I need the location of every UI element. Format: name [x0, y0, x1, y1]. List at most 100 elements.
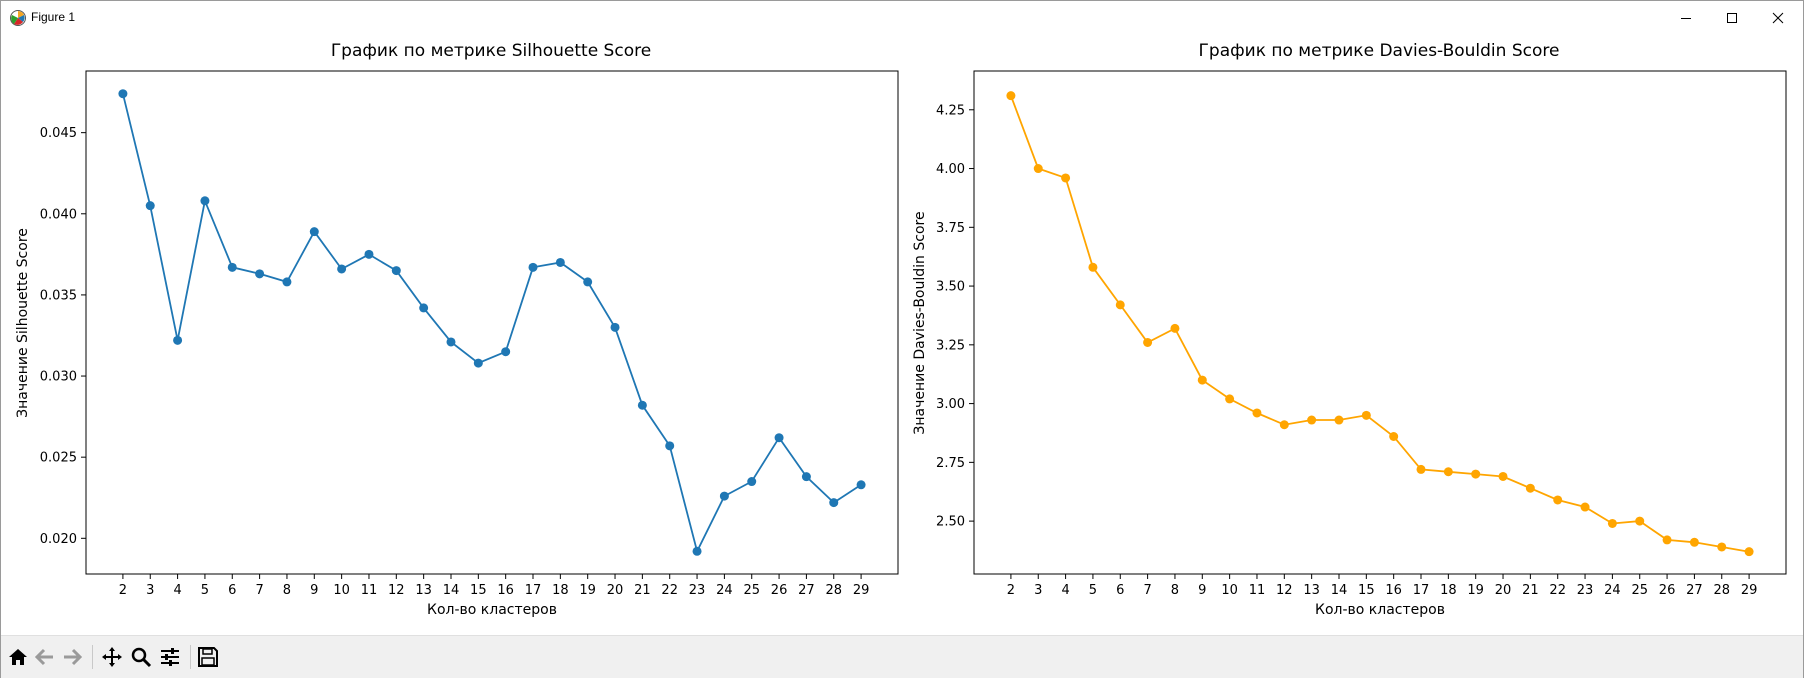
- x-tick-label: 3: [146, 583, 154, 598]
- series-group: [1006, 91, 1754, 557]
- data-point: [282, 277, 292, 287]
- y-tick-label: 0.025: [40, 451, 77, 466]
- x-tick-label: 29: [853, 583, 870, 598]
- data-point: [309, 227, 319, 237]
- x-tick-label: 2: [119, 583, 127, 598]
- configure-subplots-button[interactable]: [157, 644, 183, 670]
- data-point: [1170, 323, 1180, 333]
- x-tick-label: 5: [201, 583, 209, 598]
- zoom-button[interactable]: [128, 644, 154, 670]
- pan-icon: [102, 647, 122, 667]
- home-button[interactable]: [5, 644, 31, 670]
- y-tick-label: 3.50: [936, 280, 965, 295]
- data-point: [1662, 535, 1672, 545]
- data-point: [1717, 542, 1727, 552]
- save-button[interactable]: [195, 644, 221, 670]
- y-axis-label: Значение Silhouette Score: [15, 228, 31, 418]
- forward-arrow-icon: [64, 648, 83, 666]
- x-tick-label: 19: [579, 583, 596, 598]
- data-point: [1006, 91, 1016, 101]
- series-group: [118, 89, 866, 556]
- x-tick-label: 26: [1659, 583, 1676, 598]
- data-point: [665, 441, 675, 451]
- toolbar-separator: [190, 645, 191, 669]
- data-point: [173, 335, 183, 345]
- data-point: [1416, 464, 1426, 474]
- y-tick-label: 2.50: [936, 515, 965, 530]
- zoom-icon: [131, 647, 152, 668]
- data-point: [227, 262, 237, 272]
- x-tick-label: 15: [1358, 583, 1375, 598]
- y-axis: 2.50 2.75 3.00 3.25 3.50 3.75 4.00 4.25: [936, 103, 974, 530]
- x-tick-label: 24: [1604, 583, 1621, 598]
- x-tick-label: 15: [470, 583, 487, 598]
- x-tick-label: 6: [1116, 583, 1124, 598]
- y-tick-label: 3.75: [936, 221, 965, 236]
- x-tick-label: 13: [1303, 583, 1320, 598]
- maximize-button[interactable]: [1709, 1, 1755, 35]
- home-icon: [9, 649, 27, 665]
- window-title: Figure 1: [31, 10, 76, 24]
- data-point: [856, 480, 866, 490]
- series-line: [122, 93, 862, 554]
- data-point: [145, 201, 155, 211]
- data-point: [610, 322, 620, 332]
- y-axis: 0.020 0.025 0.030 0.035 0.040 0.045: [40, 126, 86, 547]
- data-point: [1252, 408, 1262, 418]
- data-point: [747, 477, 757, 487]
- chart-title: График по метрике Silhouette Score: [331, 41, 651, 61]
- plot-area-frame: [85, 70, 899, 575]
- x-tick-label: 14: [1331, 583, 1348, 598]
- x-tick-label: 2: [1007, 583, 1015, 598]
- navigation-toolbar: [1, 635, 1803, 678]
- x-tick-label: 10: [1221, 583, 1238, 598]
- pan-button[interactable]: [99, 644, 125, 670]
- y-tick-label: 2.75: [936, 456, 965, 471]
- minimize-button[interactable]: [1663, 1, 1709, 35]
- x-tick-label: 8: [283, 583, 291, 598]
- x-tick-label: 28: [825, 583, 842, 598]
- x-tick-label: 29: [1741, 583, 1758, 598]
- forward-button[interactable]: [59, 644, 85, 670]
- toolbar-separator: [92, 645, 93, 669]
- data-point: [1389, 431, 1399, 441]
- data-point: [446, 337, 456, 347]
- data-point: [801, 472, 811, 482]
- x-tick-label: 16: [497, 583, 514, 598]
- data-point: [528, 262, 538, 272]
- data-point: [364, 249, 374, 259]
- x-tick-label: 11: [1249, 583, 1266, 598]
- data-point: [829, 498, 839, 508]
- plot-area-frame: [973, 70, 1787, 575]
- data-point: [1498, 471, 1508, 481]
- x-tick-label: 7: [1143, 583, 1151, 598]
- chart-title: График по метрике Davies-Bouldin Score: [1199, 41, 1560, 61]
- x-tick-label: 3: [1034, 583, 1042, 598]
- y-tick-label: 4.00: [936, 162, 965, 177]
- data-point: [1443, 467, 1453, 477]
- configure-subplots-icon: [161, 648, 179, 666]
- data-point: [1088, 262, 1098, 272]
- data-point: [1307, 415, 1317, 425]
- data-point: [1553, 495, 1563, 505]
- x-tick-label: 4: [1061, 583, 1069, 598]
- x-tick-label: 10: [333, 583, 350, 598]
- maximize-icon: [1727, 13, 1737, 23]
- y-tick-label: 4.25: [936, 103, 965, 118]
- back-button[interactable]: [32, 644, 58, 670]
- x-tick-label: 23: [1577, 583, 1594, 598]
- back-arrow-icon: [34, 648, 53, 666]
- x-tick-label: 22: [1549, 583, 1566, 598]
- y-tick-label: 0.045: [40, 126, 77, 141]
- x-tick-label: 26: [771, 583, 788, 598]
- data-point: [1334, 415, 1344, 425]
- close-button[interactable]: [1755, 1, 1801, 35]
- x-tick-label: 6: [228, 583, 236, 598]
- x-tick-label: 9: [1198, 583, 1206, 598]
- title-bar[interactable]: Figure 1: [1, 1, 1803, 35]
- data-point: [1607, 518, 1617, 528]
- x-tick-label: 17: [1413, 583, 1430, 598]
